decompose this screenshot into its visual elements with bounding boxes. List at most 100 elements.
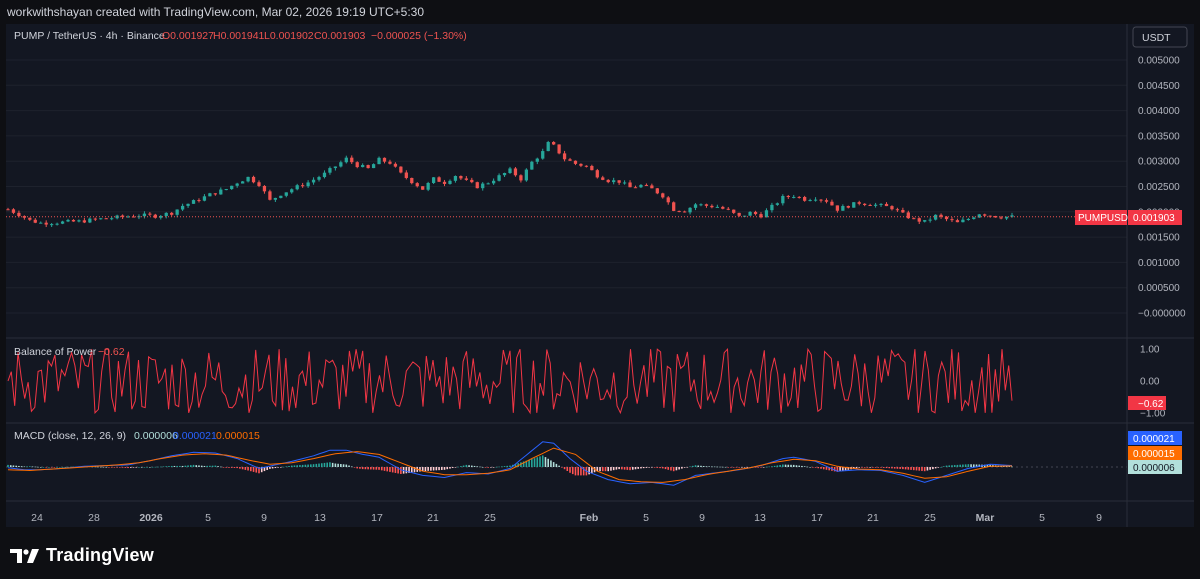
- candle-body: [977, 214, 981, 218]
- candle-body: [399, 166, 403, 173]
- macd-histogram-bar: [69, 466, 72, 468]
- tradingview-wordmark: TradingView: [46, 545, 154, 565]
- candle-body: [873, 204, 878, 206]
- macd-histogram-bar: [771, 466, 773, 467]
- snapshot-caption: workwithshayan created with TradingView.…: [7, 5, 424, 19]
- macd-histogram-bar: [260, 467, 263, 473]
- macd-histogram-bar: [787, 464, 790, 467]
- macd-histogram-bar: [902, 467, 904, 470]
- candle-body: [535, 158, 539, 162]
- candle-body: [393, 163, 398, 167]
- macd-histogram-bar: [290, 465, 293, 467]
- macd-histogram-bar: [162, 466, 165, 468]
- macd-histogram-bar: [37, 466, 39, 468]
- macd-histogram-bar: [986, 464, 989, 467]
- tradingview-logo[interactable]: TradingView: [10, 545, 154, 566]
- macd-histogram-bar: [732, 467, 735, 468]
- macd-histogram-bar: [563, 467, 566, 470]
- macd-histogram-bar: [340, 464, 342, 467]
- candle-body: [606, 179, 610, 183]
- macd-histogram-bar: [844, 467, 847, 471]
- candle-body: [382, 157, 387, 162]
- macd-histogram-bar: [866, 467, 869, 468]
- macd-histogram-bar: [604, 467, 607, 472]
- time-tick-label: Mar: [976, 512, 995, 524]
- candle-body: [672, 202, 676, 211]
- macd-histogram-bar: [146, 467, 148, 468]
- macd-label: MACD (close, 12, 26, 9): [14, 430, 126, 442]
- macd-histogram-bar: [812, 467, 814, 468]
- macd-histogram-bar: [301, 464, 304, 467]
- candle-body: [415, 183, 419, 187]
- macd-histogram-bar: [250, 467, 252, 472]
- candle-body: [753, 211, 758, 215]
- macd-histogram-bar: [192, 464, 195, 467]
- candle-body: [955, 220, 960, 223]
- candle-body: [682, 211, 687, 213]
- macd-histogram-bar: [228, 467, 230, 468]
- macd-series: [7, 441, 1013, 486]
- candle-body: [748, 211, 752, 216]
- macd-tag-value: 0.000021: [1133, 434, 1175, 445]
- candle-body: [612, 180, 616, 183]
- macd-histogram-bar: [116, 467, 118, 468]
- macd-histogram-bar: [31, 466, 34, 468]
- macd-histogram-bar: [484, 467, 487, 468]
- time-tick-label: 2026: [139, 512, 163, 524]
- macd-histogram-bar: [904, 467, 907, 470]
- price-tick-label: 0.004000: [1138, 106, 1180, 117]
- macd-histogram-bar: [457, 466, 459, 468]
- macd-histogram-bar: [473, 465, 476, 467]
- candle-body: [786, 195, 790, 197]
- macd-histogram-bar: [536, 457, 539, 467]
- macd-histogram-bar: [97, 466, 99, 468]
- macd-histogram-bar: [833, 467, 836, 472]
- candle-body: [863, 203, 867, 205]
- candle-body: [644, 184, 649, 186]
- candle-body: [628, 182, 632, 188]
- candle-body: [464, 178, 468, 180]
- macd-histogram-bar: [806, 466, 809, 468]
- candle-body: [579, 163, 583, 166]
- tradingview-logo-icon: [10, 548, 39, 563]
- currency-button[interactable]: USDT: [1132, 26, 1188, 48]
- candle-body: [88, 218, 92, 223]
- candle-body: [726, 208, 730, 210]
- macd-histogram-bar: [244, 467, 247, 470]
- macd-histogram-bar: [580, 467, 582, 476]
- macd-histogram-bar: [888, 467, 891, 469]
- macd-histogram-bar: [1011, 466, 1013, 468]
- macd-histogram-bar: [501, 466, 503, 467]
- macd-histogram-bar: [934, 467, 937, 469]
- macd-histogram-bar: [629, 467, 631, 471]
- candle-body: [944, 216, 949, 220]
- macd-histogram-bar: [239, 467, 241, 469]
- macd-histogram-bar: [307, 464, 309, 467]
- macd-histogram-bar: [375, 467, 378, 470]
- macd-histogram-bar: [509, 465, 511, 467]
- macd-line-value: 0.000021: [173, 430, 217, 442]
- macd-histogram-bar: [945, 465, 948, 467]
- candle-body: [333, 166, 338, 169]
- macd-histogram-bar: [370, 467, 372, 470]
- macd-histogram-bar: [310, 464, 312, 467]
- macd-histogram-bar: [918, 467, 921, 471]
- macd-histogram-bar: [795, 465, 798, 467]
- macd-histogram-bar: [569, 467, 571, 473]
- macd-histogram-bar: [421, 467, 424, 472]
- chart-container[interactable]: [6, 24, 1194, 527]
- macd-histogram-bar: [209, 465, 211, 467]
- candle-body: [595, 170, 599, 178]
- candle-body: [508, 168, 512, 173]
- hist-tag-value: 0.000006: [1133, 463, 1175, 474]
- candle-body: [813, 199, 818, 201]
- candle-body: [230, 185, 234, 190]
- macd-histogram-bar: [842, 467, 844, 471]
- bop-value: −0.62: [98, 346, 125, 358]
- macd-histogram-bar: [541, 455, 544, 467]
- candle-body: [426, 182, 430, 190]
- candle-body: [906, 212, 910, 219]
- macd-histogram-bar: [200, 465, 203, 467]
- macd-histogram-bar: [607, 467, 610, 472]
